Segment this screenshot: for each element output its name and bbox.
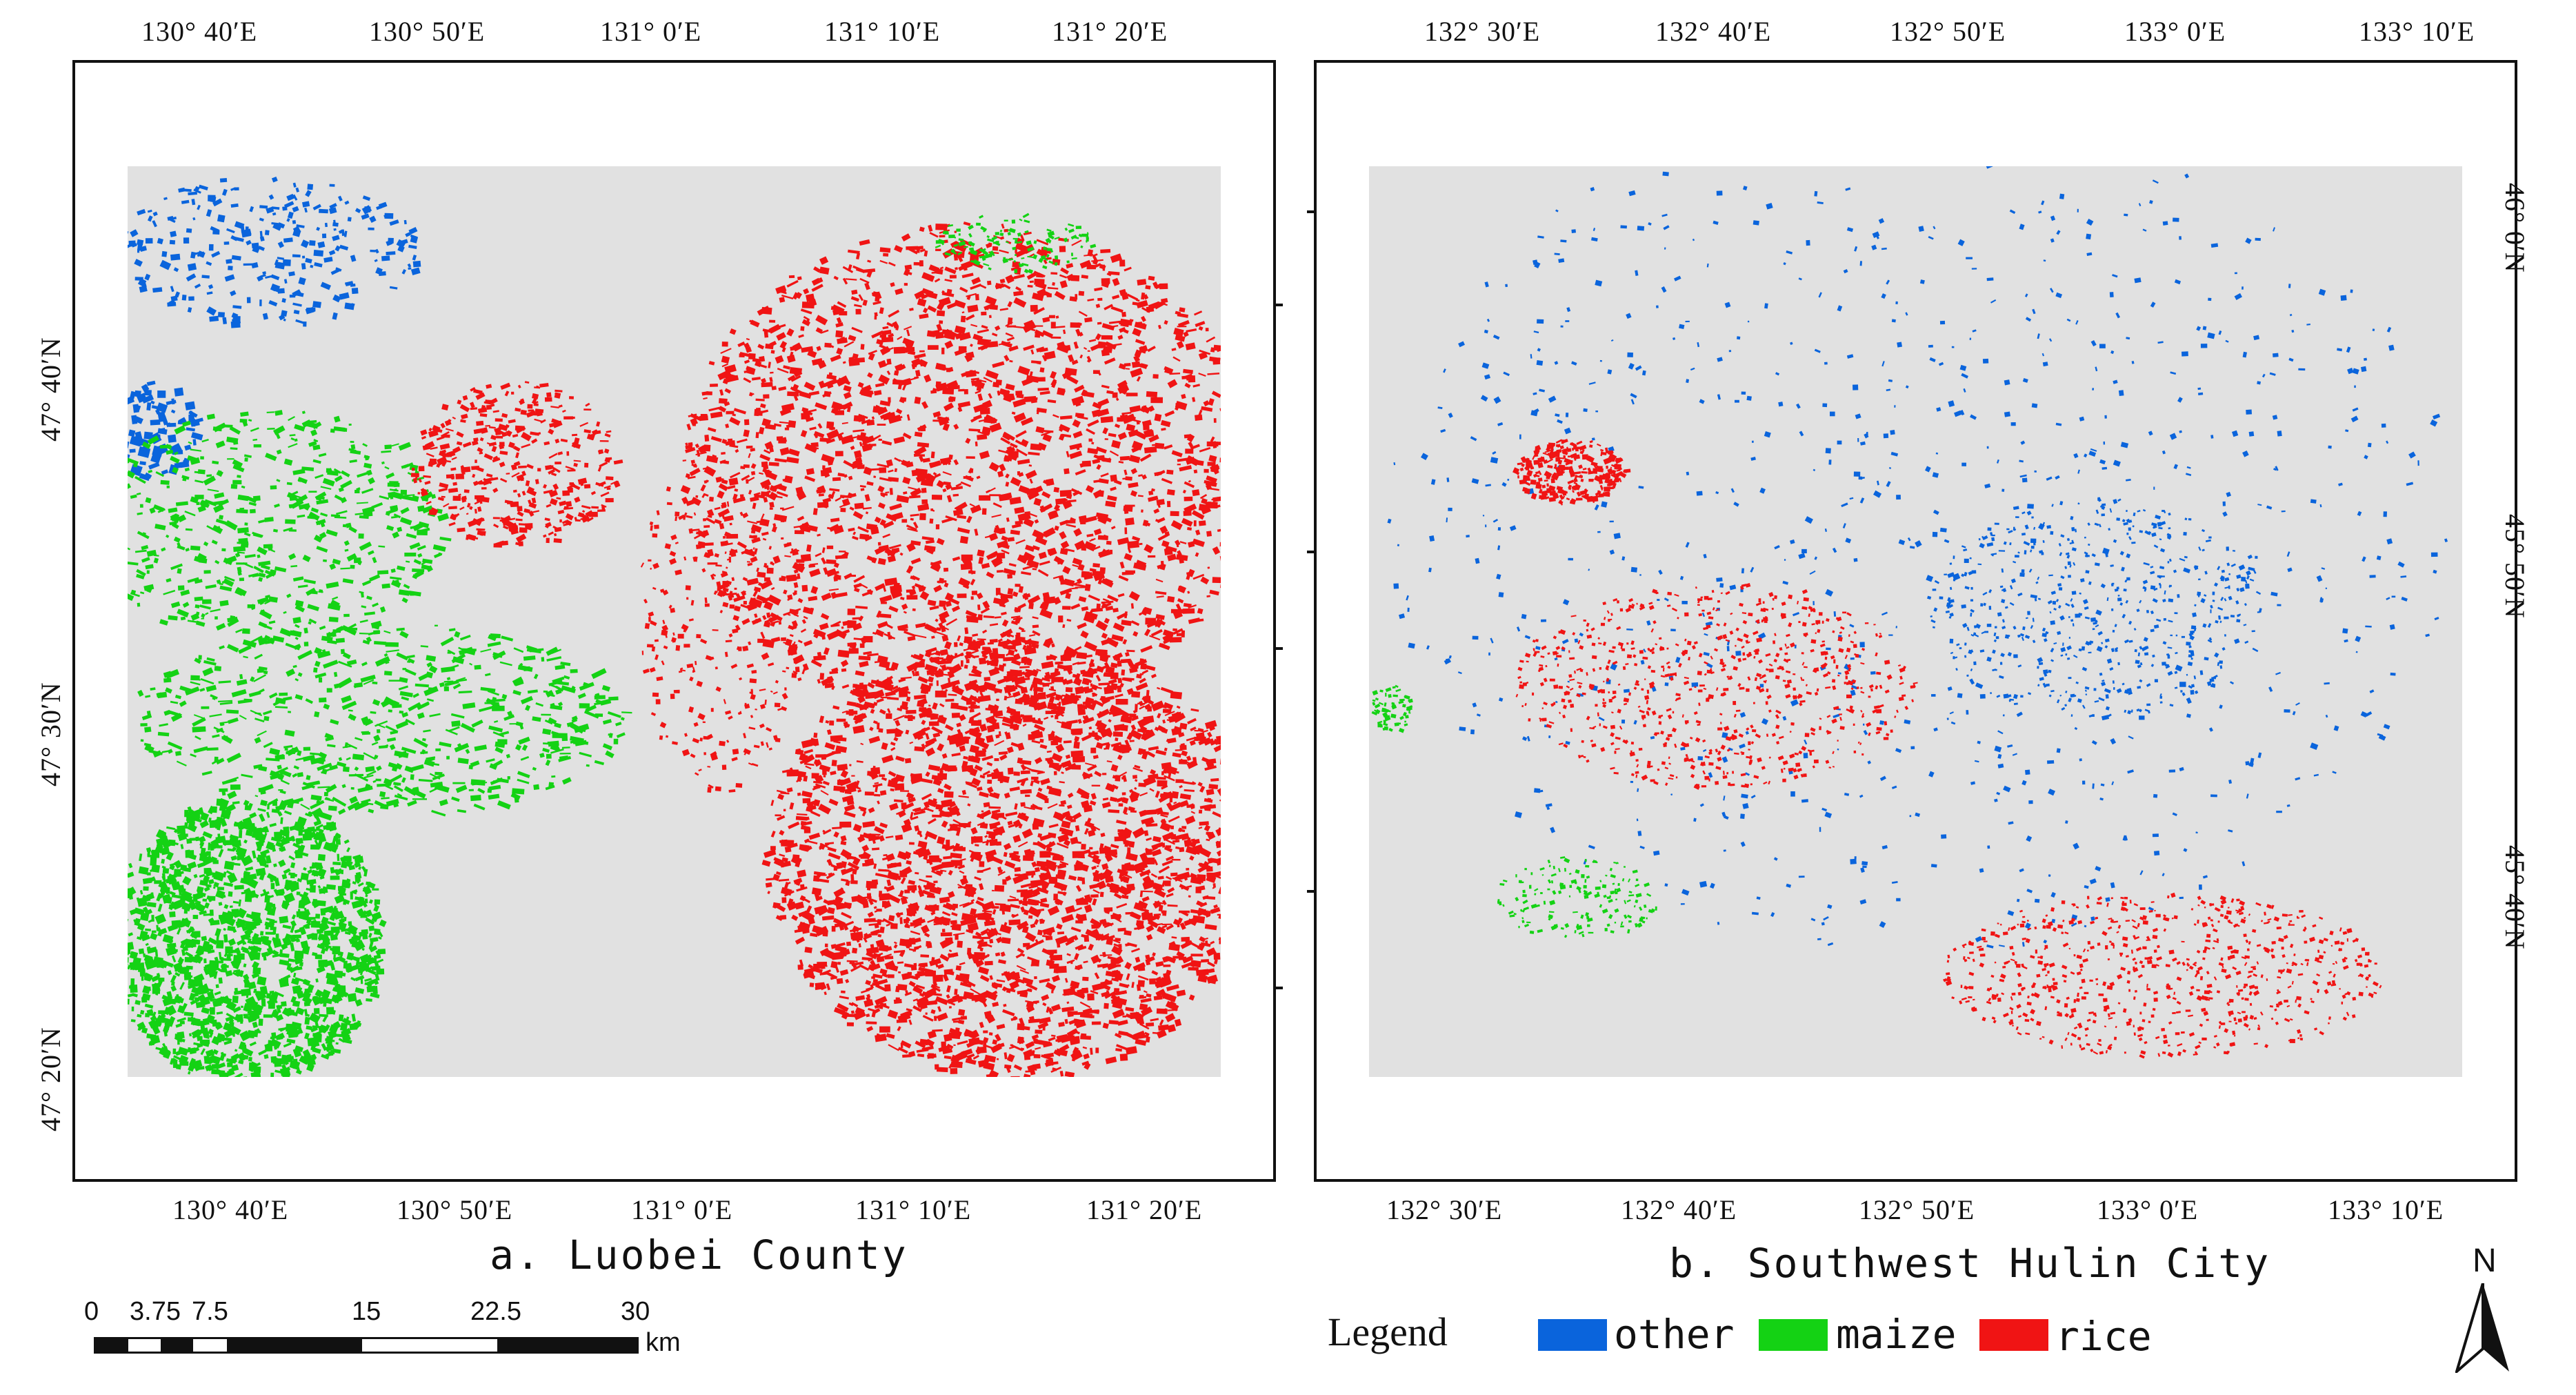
panel-b-top-label: 133° 10′E [2359, 16, 2475, 47]
rice-pixels [410, 381, 623, 548]
panel-a-bottom-label: 131° 20′E [1086, 1194, 1203, 1225]
panel-a-top-label: 131° 20′E [1052, 16, 1168, 47]
legend-swatch-other [1538, 1319, 1607, 1351]
panel-b-top-label: 133° 0′E [2124, 16, 2226, 47]
panel-b-map [1369, 166, 2462, 1077]
scale-bar-label: 22.5 [470, 1297, 521, 1326]
rice-pixels [1515, 582, 1918, 790]
panel-b-top-label: 132° 30′E [1424, 16, 1541, 47]
rice-pixels [761, 636, 1221, 1077]
maize-pixels [1371, 684, 1413, 733]
panel-b-right-label: 46° 0′N [2499, 183, 2530, 273]
panel-b-bottom-label: 133° 0′E [2097, 1194, 2199, 1225]
maize-pixels [128, 798, 387, 1077]
panel-b-bottom-label: 133° 10′E [2328, 1194, 2444, 1225]
legend-label-rice: rice [2055, 1313, 2152, 1360]
scale-bar-label: 0 [84, 1297, 99, 1326]
scale-bar-unit: km [646, 1328, 681, 1357]
legend-swatch-maize [1759, 1319, 1828, 1351]
panel-b-tick [1307, 210, 1317, 213]
scale-bar-label: 7.5 [192, 1297, 228, 1326]
rice-pixels [1943, 892, 2382, 1059]
panel-b-top-label: 132° 40′E [1655, 16, 1772, 47]
other-pixels [1387, 166, 2448, 949]
scale-bar-label: 3.75 [130, 1297, 181, 1326]
maize-pixels [935, 212, 1097, 274]
legend-swatch-rice [1979, 1319, 2048, 1351]
scale-bar-label: 30 [621, 1297, 650, 1326]
legend-title: Legend [1328, 1309, 1448, 1354]
panel-a-top-label: 130° 50′E [369, 16, 486, 47]
panel-b-bottom-label: 132° 50′E [1859, 1194, 1975, 1225]
maize-pixels [137, 620, 632, 821]
panel-b-classification-raster [1371, 166, 2448, 1059]
north-arrow-icon [2455, 1283, 2509, 1373]
panel-a-tick [1273, 987, 1283, 989]
panel-b-tick [1307, 551, 1317, 553]
panel-a-left-label: 47° 20′N [35, 1027, 66, 1131]
panel-b-right-label: 45° 40′N [2499, 845, 2530, 950]
panel-a-tick [1273, 304, 1283, 306]
panel-b-caption: b. Southwest Hulin City [1669, 1240, 2271, 1287]
panel-b-bottom-label: 132° 30′E [1386, 1194, 1503, 1225]
panel-a-bottom-label: 130° 50′E [397, 1194, 513, 1225]
other-pixels [1930, 497, 2262, 718]
panel-a-map [128, 166, 1221, 1077]
maize-pixels [128, 410, 452, 646]
panel-a-bottom-label: 131° 0′E [631, 1194, 733, 1225]
maize-pixels [1497, 856, 1657, 938]
panel-a-caption: a. Luobei County [490, 1231, 908, 1278]
panel-a-bottom-label: 130° 40′E [172, 1194, 289, 1225]
legend-label-other: other [1614, 1311, 1735, 1358]
panel-a-bottom-label: 131° 10′E [855, 1194, 972, 1225]
panel-b-tick [1307, 890, 1317, 893]
panel-a-left-label: 47° 40′N [35, 337, 66, 442]
panel-a-classification-raster [128, 176, 1221, 1077]
panel-a-top-label: 131° 10′E [824, 16, 941, 47]
rice-pixels [680, 221, 1221, 724]
other-pixels [128, 380, 203, 482]
rice-pixels [1512, 439, 1631, 506]
north-arrow-label: N [2473, 1243, 2497, 1279]
panel-a-top-label: 130° 40′E [141, 16, 258, 47]
panel-b-top-label: 132° 50′E [1890, 16, 2006, 47]
panel-a-top-label: 131° 0′E [600, 16, 702, 47]
panel-b-bottom-label: 132° 40′E [1621, 1194, 1737, 1225]
legend-label-maize: maize [1836, 1311, 1957, 1358]
scale-bar-bar [94, 1337, 639, 1354]
rice-pixels [640, 438, 805, 793]
scale-bar-label: 15 [352, 1297, 381, 1326]
other-pixels [128, 176, 421, 328]
panel-b-right-label: 45° 50′N [2499, 514, 2530, 619]
panel-a-left-label: 47° 30′N [35, 682, 66, 786]
panel-a-tick [1273, 647, 1283, 650]
